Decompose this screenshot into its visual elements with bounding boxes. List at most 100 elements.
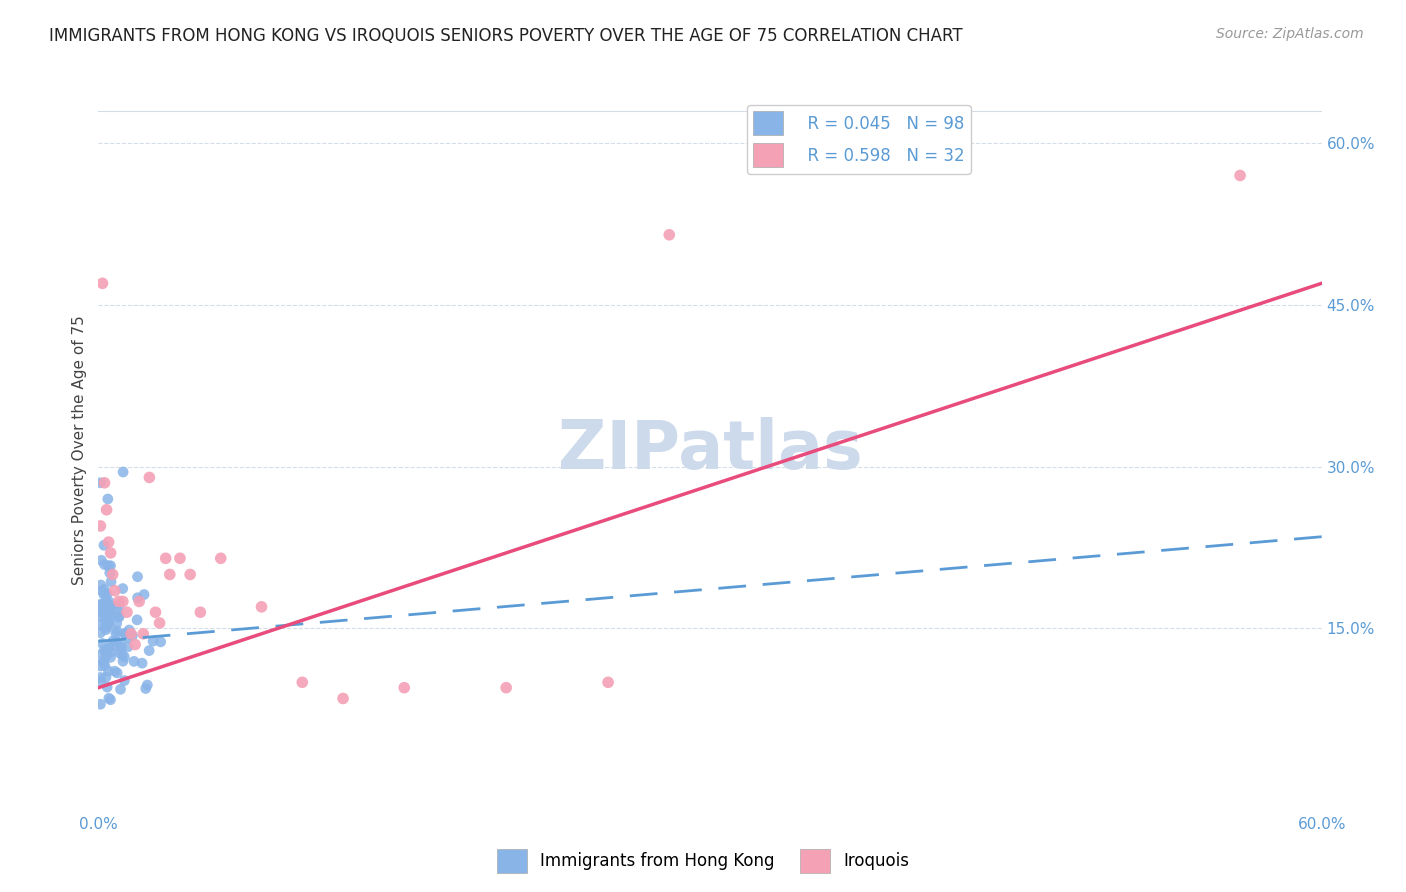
Point [97, 691, 120, 706]
Point [101, 567, 124, 582]
Point [96, 502, 118, 516]
Point [110, 640, 132, 655]
Point [104, 665, 127, 679]
Point [90, 553, 112, 567]
Point [114, 626, 136, 640]
Point [114, 627, 136, 641]
Point [112, 673, 135, 688]
Point [94, 623, 117, 637]
Point [90, 617, 112, 632]
Point [97, 606, 120, 620]
Point [125, 613, 148, 627]
Point [149, 615, 172, 630]
Text: IMMIGRANTS FROM HONG KONG VS IROQUOIS SENIORS POVERTY OVER THE AGE OF 75 CORRELA: IMMIGRANTS FROM HONG KONG VS IROQUOIS SE… [49, 27, 963, 45]
Point [89, 609, 111, 624]
Point [89, 475, 111, 490]
Point [658, 227, 681, 242]
Point [115, 605, 138, 619]
Point [94, 594, 117, 608]
Point [108, 594, 131, 608]
Text: Source: ZipAtlas.com: Source: ZipAtlas.com [1216, 27, 1364, 41]
Point [127, 591, 149, 605]
Point [188, 605, 212, 619]
Point [131, 656, 153, 670]
Point [104, 583, 127, 598]
Point [250, 599, 273, 614]
Point [127, 570, 149, 584]
Point [495, 681, 517, 695]
Point [94, 658, 117, 673]
Point [97, 641, 120, 656]
Point [93, 538, 115, 552]
Point [112, 465, 135, 479]
Point [101, 638, 124, 652]
Legend:   R = 0.045   N = 98,   R = 0.598   N = 32: R = 0.045 N = 98, R = 0.598 N = 32 [747, 104, 970, 174]
Point [155, 551, 177, 566]
Point [107, 609, 129, 624]
Point [96, 680, 118, 694]
Point [97, 602, 120, 616]
Point [107, 605, 129, 619]
Point [100, 558, 122, 573]
Point [105, 624, 128, 638]
Point [332, 691, 354, 706]
Point [97, 558, 120, 573]
Point [122, 654, 145, 668]
Point [90, 597, 112, 611]
Point [149, 635, 172, 649]
Point [118, 623, 141, 637]
Point [98, 598, 121, 612]
Point [94, 618, 117, 632]
Point [138, 643, 160, 657]
Point [111, 648, 134, 662]
Point [90, 647, 112, 661]
Point [96, 648, 118, 663]
Point [89, 659, 111, 673]
Point [128, 594, 150, 608]
Point [209, 551, 232, 566]
Point [96, 643, 118, 657]
Point [111, 654, 134, 668]
Point [98, 566, 121, 580]
Point [136, 678, 159, 692]
Point [100, 645, 122, 659]
Point [97, 612, 120, 626]
Point [91, 277, 114, 291]
Point [112, 649, 135, 664]
Point [94, 670, 117, 684]
Point [110, 682, 132, 697]
Point [135, 681, 157, 696]
Point [94, 586, 117, 600]
Point [111, 582, 134, 596]
Point [89, 599, 111, 613]
Point [120, 627, 142, 641]
Point [93, 587, 115, 601]
Point [392, 681, 416, 695]
Legend: Immigrants from Hong Kong, Iroquois: Immigrants from Hong Kong, Iroquois [491, 842, 915, 880]
Point [90, 578, 112, 592]
Point [89, 671, 111, 685]
Point [89, 697, 111, 711]
Point [598, 675, 620, 690]
Point [108, 599, 131, 613]
Point [100, 546, 122, 560]
Point [93, 558, 115, 572]
Point [103, 608, 125, 623]
Point [91, 583, 114, 598]
Point [111, 594, 134, 608]
Point [97, 605, 120, 619]
Point [96, 587, 118, 601]
Point [110, 637, 132, 651]
Point [105, 634, 128, 648]
Point [159, 567, 181, 582]
Point [105, 665, 128, 680]
Point [169, 551, 191, 566]
Point [142, 634, 165, 648]
Point [108, 646, 131, 660]
Point [93, 475, 115, 490]
Point [100, 574, 122, 589]
Point [145, 605, 167, 619]
Point [89, 519, 111, 533]
Point [91, 655, 114, 669]
Point [117, 631, 139, 645]
